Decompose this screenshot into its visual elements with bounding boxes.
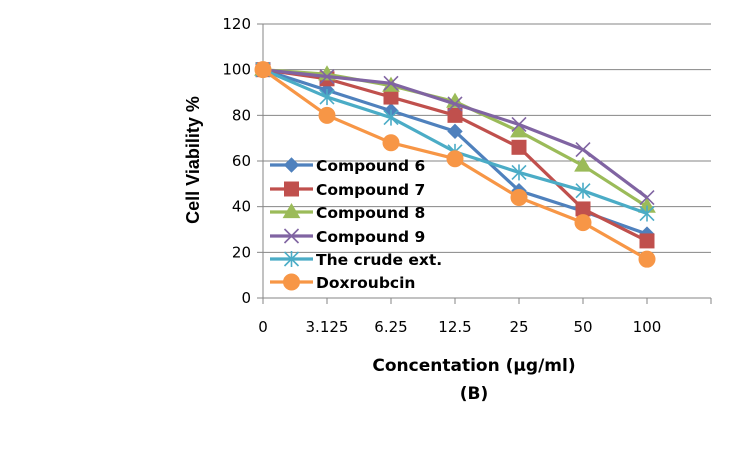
y-tick-label: 20 [232,243,251,261]
series-group [254,60,656,268]
series-compound-9 [255,62,655,206]
y-tick-label: 60 [232,152,251,170]
data-point [511,116,527,133]
data-point [574,214,592,232]
data-point [254,61,272,79]
x-tick-label: 0 [258,318,268,336]
y-tick-label: 100 [222,61,251,79]
legend-marker-icon [282,203,301,219]
series-doxroubcin [254,61,656,268]
data-point [447,123,463,140]
data-point [511,139,527,155]
data-point [382,134,400,152]
data-point [383,75,399,91]
y-tick-label: 120 [222,15,251,33]
x-axis-title: Concentation (µg/ml) [372,356,575,376]
legend-item: Doxroubcin [270,273,415,292]
x-tick-labels: 0 3.125 6.25 12.5 25 50 100 [258,318,661,336]
legend-label: The crude ext. [316,251,442,269]
y-tick-label: 80 [232,106,251,124]
y-tick-label: 0 [241,289,251,307]
data-point [319,89,335,106]
legend-item: Compound 9 [270,228,425,246]
x-tick-label: 50 [573,318,592,336]
legend-label: Compound 6 [316,157,425,175]
legend-item: Compound 8 [270,203,425,222]
y-tick-labels: 0 20 40 60 80 100 120 [222,15,251,307]
x-tick-label: 6.25 [374,318,407,336]
legend-item: Compound 7 [270,181,425,199]
data-point [638,250,656,268]
legend-marker-icon [283,228,300,244]
legend-marker-icon [283,273,300,291]
data-point [639,233,655,249]
y-tick-label: 40 [232,198,251,216]
legend-label: Doxroubcin [316,274,415,292]
x-tick-label: 25 [509,318,528,336]
data-point [510,122,528,138]
data-point [639,189,655,206]
data-point [574,156,592,172]
data-point [447,96,463,112]
data-point [447,107,463,123]
legend-item: The crude ext. [270,251,442,269]
legend-label: Compound 9 [316,228,425,246]
legend-marker-icon [284,181,299,197]
legend-label: Compound 8 [316,204,425,222]
y-axis-title: Cell Viability % [183,96,203,224]
data-point [575,142,591,158]
data-point [383,109,399,126]
data-point [319,68,335,85]
data-point [575,182,591,199]
data-point [639,205,655,222]
figure-caption: (B) [460,384,489,404]
data-point [510,189,528,207]
data-point [511,164,527,181]
legend-marker-icon [283,251,300,267]
data-point [383,89,399,105]
legend-item: Compound 6 [270,157,425,175]
legend-marker-icon [283,157,300,173]
x-tick-label: 12.5 [438,318,471,336]
data-point [446,150,464,168]
legend-label: Compound 7 [316,181,425,199]
x-tick-label: 3.125 [306,318,349,336]
legend: Compound 6 Compound 7 Compound 8 Compound 9… [270,157,442,292]
data-point [318,106,336,124]
x-tick-label: 100 [633,318,662,336]
data-point [575,201,591,217]
